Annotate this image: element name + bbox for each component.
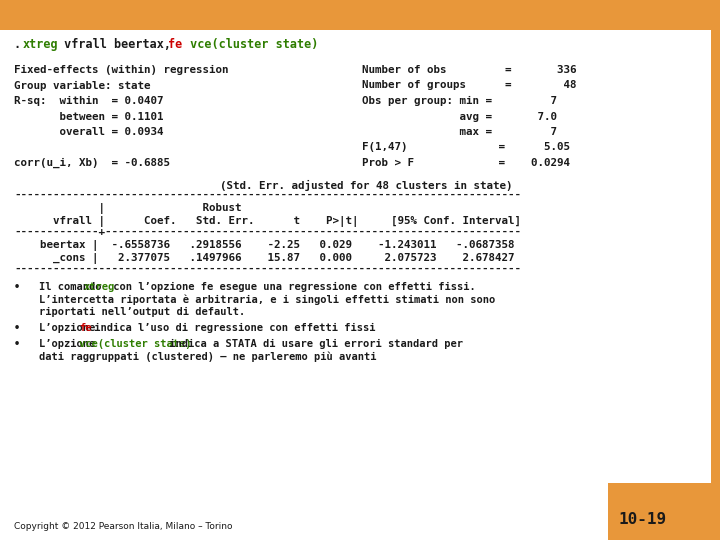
Text: Copyright © 2012 Pearson Italia, Milano – Torino: Copyright © 2012 Pearson Italia, Milano … [14, 522, 233, 531]
Text: Number of groups      =        48: Number of groups = 48 [362, 80, 577, 91]
Text: max =         7: max = 7 [362, 127, 557, 137]
Text: •   Il comando: • Il comando [14, 282, 108, 292]
Text: riportati nell’output di default.: riportati nell’output di default. [14, 307, 246, 317]
Text: Fixed-effects (within) regression: Fixed-effects (within) regression [14, 65, 228, 75]
Text: _cons |   2.377075   .1497966    15.87   0.000     2.075723    2.678427: _cons | 2.377075 .1497966 15.87 0.000 2.… [14, 253, 515, 264]
Text: corr(u_i, Xb)  = -0.6885: corr(u_i, Xb) = -0.6885 [14, 158, 170, 168]
Text: beertax |  -.6558736   .2918556    -2.25   0.029    -1.243011   -.0687358: beertax | -.6558736 .2918556 -2.25 0.029… [14, 240, 515, 251]
Text: fe: fe [168, 38, 182, 51]
Text: vfrall |      Coef.   Std. Err.      t    P>|t|     [95% Conf. Interval]: vfrall | Coef. Std. Err. t P>|t| [95% Co… [14, 216, 521, 227]
Text: F(1,47)              =      5.05: F(1,47) = 5.05 [362, 143, 570, 152]
Text: |               Robust: | Robust [14, 203, 241, 214]
Text: Number of obs         =       336: Number of obs = 336 [362, 65, 577, 75]
Text: fe: fe [79, 323, 91, 333]
Text: ------------------------------------------------------------------------------: ----------------------------------------… [14, 190, 521, 200]
Text: (Std. Err. adjusted for 48 clusters in state): (Std. Err. adjusted for 48 clusters in s… [220, 180, 513, 191]
Text: Group variable: state: Group variable: state [14, 80, 150, 91]
Text: between = 0.1101: between = 0.1101 [14, 111, 163, 122]
Text: indica a STATA di usare gli errori standard per: indica a STATA di usare gli errori stand… [163, 339, 463, 349]
Text: vce(cluster state): vce(cluster state) [79, 339, 192, 349]
Bar [711, 30, 720, 483]
Text: dati raggruppati (clustered) – ne parleremo più avanti: dati raggruppati (clustered) – ne parler… [14, 352, 377, 362]
Text: Obs per group: min =         7: Obs per group: min = 7 [362, 96, 557, 106]
Text: vfrall beertax,: vfrall beertax, [57, 38, 178, 51]
Text: xtreg: xtreg [84, 282, 115, 292]
Text: R-sq:  within  = 0.0407: R-sq: within = 0.0407 [14, 96, 163, 106]
Text: overall = 0.0934: overall = 0.0934 [14, 127, 163, 137]
Text: Prob > F             =    0.0294: Prob > F = 0.0294 [362, 158, 570, 168]
Text: ------------------------------------------------------------------------------: ----------------------------------------… [14, 264, 521, 274]
Text: •   L’opzione: • L’opzione [14, 339, 102, 349]
Bar [608, 483, 720, 540]
Text: -------------+----------------------------------------------------------------: -------------+--------------------------… [14, 227, 521, 237]
Text: xtreg: xtreg [23, 38, 58, 51]
Text: vce(cluster state): vce(cluster state) [183, 38, 318, 51]
Text: •   L’opzione: • L’opzione [14, 323, 102, 333]
Text: avg =       7.0: avg = 7.0 [362, 111, 557, 122]
Text: con l’opzione fe esegue una regressione con effetti fissi.: con l’opzione fe esegue una regressione … [107, 282, 476, 292]
Text: L’intercetta riportata è arbitraria, e i singoli effetti stimati non sono: L’intercetta riportata è arbitraria, e i… [14, 294, 495, 305]
Bar [0, 0, 720, 30]
Text: 10-19: 10-19 [618, 512, 666, 527]
Text: indica l’uso di regressione con effetti fissi: indica l’uso di regressione con effetti … [89, 323, 376, 333]
Text: .: . [14, 38, 28, 51]
